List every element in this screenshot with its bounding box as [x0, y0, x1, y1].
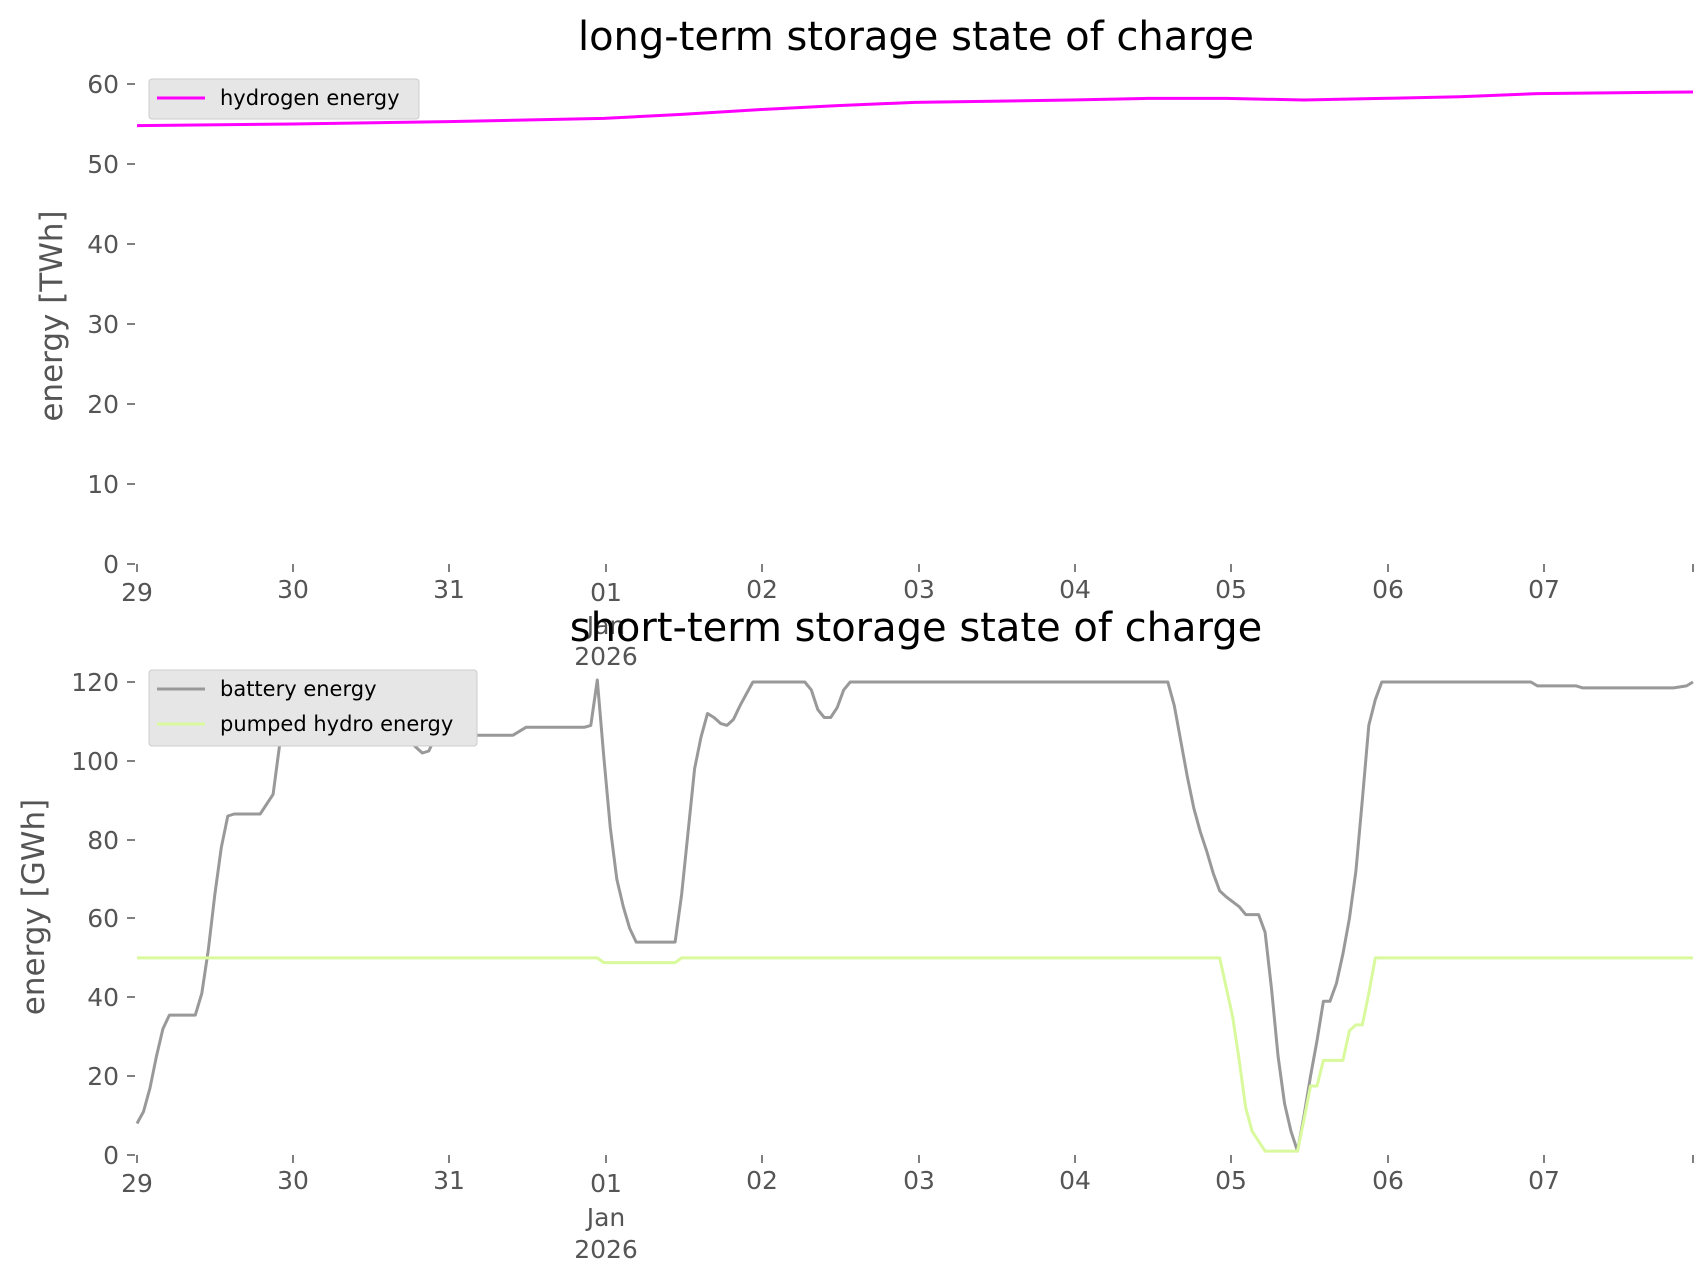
y-tick: 10: [87, 470, 135, 499]
x-tick-label: 05: [1215, 1166, 1247, 1195]
y-tick: 20: [87, 390, 135, 419]
legend-label: pumped hydro energy: [220, 712, 453, 736]
x-tick: 04: [1059, 564, 1091, 604]
legend: hydrogen energy: [148, 78, 420, 120]
legend-entry: pumped hydro energy: [157, 712, 453, 736]
x-tick-label: 07: [1528, 1166, 1560, 1195]
x-tick: 03: [903, 1155, 935, 1195]
legend-entry: battery energy: [157, 677, 377, 701]
x-tick: 30: [277, 564, 309, 604]
x-tick: 31: [433, 564, 465, 604]
y-axis-label: energy [TWh]: [34, 210, 70, 421]
x-tick: 30: [277, 1155, 309, 1195]
y-tick: 0: [103, 550, 135, 579]
series-line-hydrogen-energy: [136, 90, 1694, 128]
y-tick-label: 80: [87, 826, 119, 855]
x-tick-label: 02: [746, 575, 778, 604]
chart-title: short-term storage state of charge: [570, 605, 1263, 651]
x-tick-label: 04: [1059, 1166, 1091, 1195]
x-tick-label: 06: [1372, 575, 1404, 604]
x-tick: 04: [1059, 1155, 1091, 1195]
short-term-chart: short-term storage state of charge energ…: [16, 605, 1694, 1264]
x-tick: 29: [121, 1155, 153, 1198]
y-tick-label: 120: [71, 668, 119, 697]
x-tick-label: 30: [277, 1166, 309, 1195]
x-tick: 02: [746, 1155, 778, 1195]
y-tick-label: 40: [87, 983, 119, 1012]
x-tick: 01 Jan 2026: [574, 1155, 638, 1264]
y-tick: 100: [71, 747, 135, 776]
legend-label: hydrogen energy: [220, 86, 400, 110]
x-tick: 06: [1372, 1155, 1404, 1195]
x-tick-label: 01: [590, 1169, 622, 1198]
y-tick-label: 20: [87, 1062, 119, 1091]
y-tick: 50: [87, 150, 135, 179]
series-layer: [136, 90, 1694, 128]
y-axis-label: energy [GWh]: [16, 799, 52, 1015]
x-tick: 07: [1528, 1155, 1560, 1195]
x-tick-label: 06: [1372, 1166, 1404, 1195]
x-tick-label: 05: [1215, 575, 1247, 604]
legend-box: [148, 78, 420, 120]
series-line-battery-energy: [135, 678, 1694, 1153]
x-tick: 07: [1528, 564, 1560, 604]
x-tick: 05: [1215, 1155, 1247, 1195]
x-tick-label: 29: [121, 1169, 153, 1198]
y-tick: 20: [87, 1062, 135, 1091]
x-tick-label: 30: [277, 575, 309, 604]
x-tick-sublabel-month: Jan: [585, 1203, 626, 1232]
x-tick-label: 31: [433, 1166, 465, 1195]
y-tick: 30: [87, 310, 135, 339]
x-tick-label: 29: [121, 578, 153, 607]
x-tick: 05: [1215, 564, 1247, 604]
chart-title: long-term storage state of charge: [578, 14, 1254, 60]
y-tick-label: 100: [71, 747, 119, 776]
x-tick-sublabel-year: 2026: [574, 1235, 638, 1264]
x-ticks: 29 30 31 01 Jan 2026 02 03 04 05 06 07: [121, 1155, 1694, 1264]
x-tick: 31: [433, 1155, 465, 1195]
x-tick-label: 07: [1528, 575, 1560, 604]
y-tick: 60: [87, 70, 135, 99]
legend-box: [148, 669, 478, 747]
legend: battery energy pumped hydro energy: [148, 669, 478, 747]
series-line-pumped-hydro-energy: [137, 956, 1693, 1153]
y-tick-label: 0: [103, 550, 119, 579]
y-tick-label: 50: [87, 150, 119, 179]
x-tick-label: 31: [433, 575, 465, 604]
y-tick: 60: [87, 904, 135, 933]
y-tick-label: 10: [87, 470, 119, 499]
y-tick-label: 60: [87, 70, 119, 99]
long-term-chart: long-term storage state of charge energy…: [34, 14, 1694, 671]
x-tick-label: 01: [590, 578, 622, 607]
y-tick-label: 60: [87, 904, 119, 933]
y-tick-label: 30: [87, 310, 119, 339]
y-tick-label: 40: [87, 230, 119, 259]
x-tick: 03: [903, 564, 935, 604]
y-ticks: 0 20 40 60 80 100 120: [71, 668, 135, 1170]
x-tick-sublabel-month: Jan: [585, 611, 626, 640]
y-tick: 80: [87, 826, 135, 855]
legend-entry: hydrogen energy: [157, 86, 400, 110]
x-tick-label: 03: [903, 1166, 935, 1195]
y-ticks: 0 10 20 30 40 50 60: [87, 70, 135, 579]
x-tick-label: 03: [903, 575, 935, 604]
x-tick-sublabel-year: 2026: [574, 642, 638, 671]
y-tick-label: 0: [103, 1141, 119, 1170]
y-tick: 40: [87, 230, 135, 259]
x-tick-label: 04: [1059, 575, 1091, 604]
y-tick-label: 20: [87, 390, 119, 419]
x-tick-label: 02: [746, 1166, 778, 1195]
y-tick: 120: [71, 668, 135, 697]
y-tick: 40: [87, 983, 135, 1012]
x-tick: 29: [121, 564, 153, 607]
x-tick: 02: [746, 564, 778, 604]
series-layer: [135, 678, 1694, 1153]
legend-label: battery energy: [220, 677, 377, 701]
y-tick: 0: [103, 1141, 135, 1170]
x-tick: 06: [1372, 564, 1404, 604]
